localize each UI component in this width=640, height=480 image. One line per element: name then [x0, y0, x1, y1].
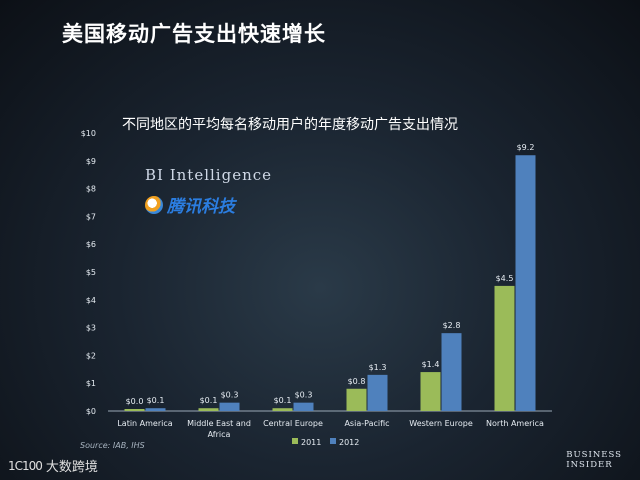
- watermark: 1C100 大数跨境: [8, 456, 98, 476]
- bar-2012: [293, 402, 314, 411]
- bar-2011: [198, 408, 219, 411]
- y-tick-label: $0: [86, 407, 96, 416]
- bar-2012: [441, 333, 462, 411]
- bar-2012: [515, 155, 536, 411]
- data-label: $1.4: [422, 360, 440, 369]
- x-tick-label: Asia-Pacific: [344, 419, 389, 428]
- legend-swatch-2012: [330, 438, 336, 444]
- y-tick-label: $1: [86, 379, 96, 388]
- data-label: $2.8: [443, 321, 461, 330]
- x-tick-label: North America: [486, 419, 544, 428]
- slide-title: 美国移动广告支出快速增长: [62, 22, 326, 46]
- y-tick-label: $7: [86, 212, 96, 221]
- x-tick-label: Latin America: [117, 419, 172, 428]
- x-tick-label: Africa: [208, 430, 231, 439]
- chart-title: 不同地区的平均每名移动用户的年度移动广告支出情况: [122, 117, 458, 133]
- x-tick-label: Central Europe: [263, 419, 323, 428]
- legend-label: 2011: [301, 438, 321, 447]
- bi-intelligence-logo: BI Intelligence: [145, 166, 273, 184]
- tencent-tech-logo: 腾讯科技: [145, 192, 235, 217]
- watermark-text: 大数跨境: [45, 460, 98, 475]
- source-note: Source: IAB, IHS: [80, 441, 145, 450]
- data-label: $1.3: [369, 363, 387, 372]
- y-tick-label: $5: [86, 268, 96, 277]
- watermark-mark: 1C100: [8, 458, 43, 473]
- data-label: $0.1: [274, 396, 292, 405]
- legend-label: 2012: [339, 438, 359, 447]
- bar-2011: [124, 409, 145, 411]
- data-label: $0.1: [200, 396, 218, 405]
- y-tick-label: $4: [86, 296, 96, 305]
- tencent-logo-icon: [145, 195, 163, 214]
- y-tick-label: $2: [86, 351, 96, 360]
- x-tick-label: Western Europe: [409, 419, 473, 428]
- y-tick-label: $8: [86, 185, 96, 194]
- bar-2012: [219, 402, 240, 411]
- bar-2011: [420, 372, 441, 411]
- footer-line-1: BUSINESS: [566, 450, 622, 460]
- bar-2012: [145, 408, 166, 411]
- y-tick-label: $3: [86, 324, 96, 333]
- tencent-logo-text: 腾讯科技: [167, 197, 235, 217]
- data-label: $0.8: [348, 377, 366, 386]
- data-label: $0.3: [295, 391, 313, 400]
- bar-2011: [272, 408, 293, 411]
- data-label: $9.2: [517, 143, 535, 152]
- x-tick-label: Middle East and: [187, 419, 251, 428]
- business-insider-logo: BUSINESS INSIDER: [566, 450, 622, 470]
- y-tick-label: $10: [81, 129, 96, 138]
- data-label: $0.1: [147, 396, 165, 405]
- data-label: $0.0: [126, 397, 144, 406]
- bar-2012: [367, 374, 388, 411]
- bar-2011: [346, 388, 367, 411]
- y-tick-label: $6: [86, 240, 96, 249]
- data-label: $0.3: [221, 391, 239, 400]
- y-tick-label: $9: [86, 157, 96, 166]
- footer-line-2: INSIDER: [566, 460, 613, 470]
- legend-swatch-2011: [292, 438, 298, 444]
- bar-2011: [494, 285, 515, 411]
- data-label: $4.5: [496, 274, 514, 283]
